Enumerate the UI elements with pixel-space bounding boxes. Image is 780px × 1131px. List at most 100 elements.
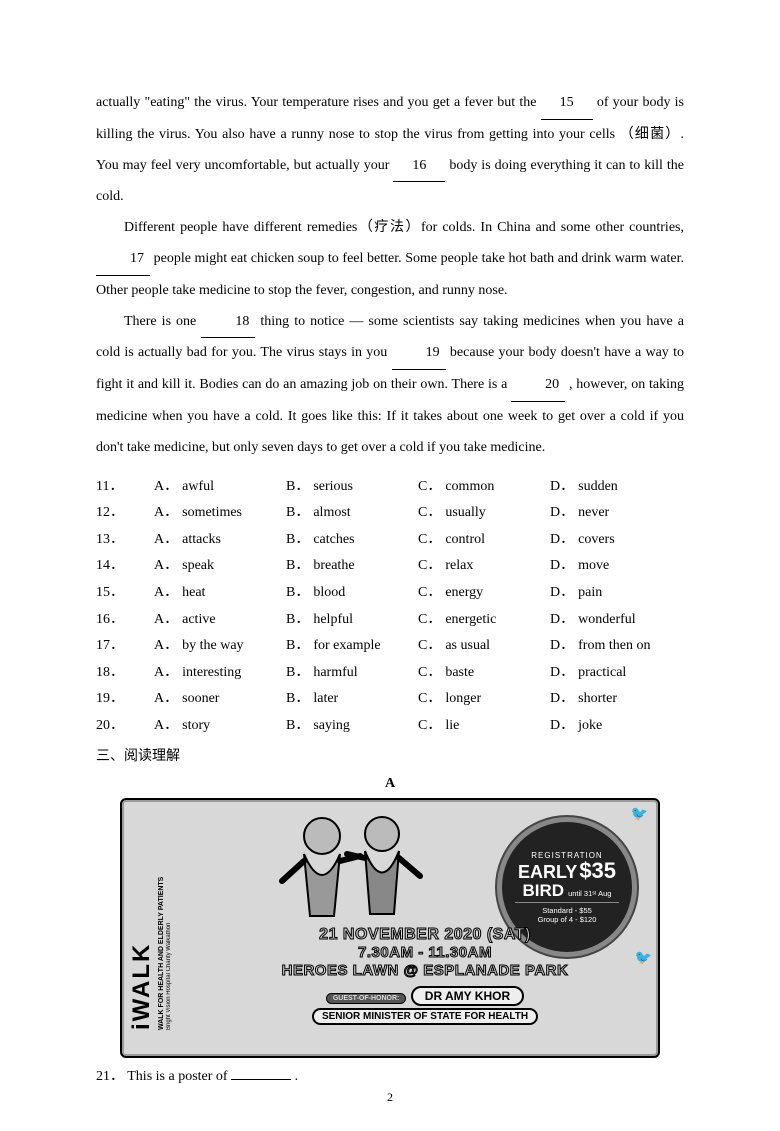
option-choice-c[interactable]: C．control: [418, 527, 550, 554]
option-text: as usual: [445, 638, 490, 653]
option-choice-a[interactable]: A．active: [154, 607, 286, 634]
option-text: active: [182, 612, 215, 627]
option-choice-d[interactable]: D．joke: [550, 713, 682, 740]
option-choice-c[interactable]: C． as usual: [418, 633, 550, 660]
blank-17[interactable]: 17: [96, 244, 150, 276]
option-choice-b[interactable]: B．breathe: [286, 553, 418, 580]
option-text: lie: [445, 718, 459, 733]
option-choice-a[interactable]: A．interesting: [154, 660, 286, 687]
option-row: 16．A．activeB．helpfulC．energeticD．wonderf…: [96, 607, 684, 634]
option-text: pain: [578, 585, 602, 600]
option-choice-b[interactable]: B．blood: [286, 580, 418, 607]
option-label: D．: [550, 718, 574, 733]
option-number: 16．: [96, 607, 154, 634]
q21-text: This is a poster of: [127, 1069, 231, 1084]
option-number: 11．: [96, 474, 154, 501]
option-choice-c[interactable]: C．energy: [418, 580, 550, 607]
section-3-heading: 三、阅读理解: [96, 744, 684, 771]
option-text: sooner: [182, 691, 219, 706]
option-text: relax: [445, 558, 473, 573]
option-choice-c[interactable]: C．longer: [418, 686, 550, 713]
option-text: story: [182, 718, 210, 733]
option-choice-b[interactable]: B．for example: [286, 633, 418, 660]
option-text: attacks: [182, 532, 221, 547]
option-label: D．: [550, 558, 574, 573]
option-choice-a[interactable]: A．heat: [154, 580, 286, 607]
section-a-label: A: [96, 776, 684, 792]
blank-16[interactable]: 16: [393, 151, 445, 183]
option-label: A．: [154, 718, 178, 733]
option-choice-c[interactable]: C．energetic: [418, 607, 550, 634]
option-choice-d[interactable]: D．move: [550, 553, 682, 580]
option-choice-a[interactable]: A． story: [154, 713, 286, 740]
option-choice-b[interactable]: B．helpful: [286, 607, 418, 634]
option-choice-b[interactable]: B．saying: [286, 713, 418, 740]
option-label: A．: [154, 585, 178, 600]
option-number: 13．: [96, 527, 154, 554]
option-text: serious: [313, 479, 353, 494]
option-text: speak: [182, 558, 214, 573]
option-choice-c[interactable]: C．common: [418, 474, 550, 501]
option-choice-d[interactable]: D．never: [550, 500, 682, 527]
q21-blank[interactable]: [231, 1079, 291, 1080]
option-choice-a[interactable]: A．awful: [154, 474, 286, 501]
option-choice-d[interactable]: D．covers: [550, 527, 682, 554]
option-choice-a[interactable]: A． attacks: [154, 527, 286, 554]
option-label: B．: [286, 532, 309, 547]
blank-18[interactable]: 18: [201, 307, 255, 339]
option-label: A．: [154, 505, 178, 520]
option-choice-a[interactable]: A．sometimes: [154, 500, 286, 527]
blank-19[interactable]: 19: [392, 338, 446, 370]
option-choice-d[interactable]: D．from then on: [550, 633, 682, 660]
option-choice-d[interactable]: D．sudden: [550, 474, 682, 501]
poster-illustration: [252, 806, 452, 936]
option-label: A．: [154, 532, 178, 547]
option-label: A．: [154, 665, 178, 680]
option-label: C．: [418, 638, 441, 653]
option-choice-d[interactable]: D．practical: [550, 660, 682, 687]
option-label: C．: [418, 558, 441, 573]
option-choice-c[interactable]: C．usually: [418, 500, 550, 527]
page-number: 2: [0, 1090, 780, 1105]
option-row: 17．A．by the wayB．for exampleC．as usualD．…: [96, 633, 684, 660]
option-label: B．: [286, 638, 309, 653]
option-text: practical: [578, 665, 626, 680]
option-choice-d[interactable]: D．wonderful: [550, 607, 682, 634]
blank-15[interactable]: 15: [541, 88, 593, 120]
option-choice-b[interactable]: B．serious: [286, 474, 418, 501]
option-label: A．: [154, 691, 178, 706]
option-text: breathe: [313, 558, 354, 573]
option-choice-a[interactable]: A．speak: [154, 553, 286, 580]
option-label: A．: [154, 638, 178, 653]
option-choice-a[interactable]: A．by the way: [154, 633, 286, 660]
option-label: C．: [418, 505, 441, 520]
option-choice-b[interactable]: B．later: [286, 686, 418, 713]
p1-text-a: actually "eating" the virus. Your temper…: [96, 95, 541, 110]
p3-text-a: There is one: [124, 314, 201, 329]
option-label: D．: [550, 585, 574, 600]
option-choice-c[interactable]: C．lie: [418, 713, 550, 740]
option-choice-c[interactable]: C．baste: [418, 660, 550, 687]
option-label: C．: [418, 585, 441, 600]
option-text: energetic: [445, 612, 496, 627]
option-row: 14．A．speakB．breatheC．relaxD．move: [96, 553, 684, 580]
q21-number: 21．: [96, 1069, 124, 1084]
option-text: common: [445, 479, 494, 494]
option-choice-b[interactable]: B．harmful: [286, 660, 418, 687]
option-text: saying: [313, 718, 350, 733]
page: actually "eating" the virus. Your temper…: [0, 0, 780, 1131]
blank-20[interactable]: 20: [511, 370, 565, 402]
poster-subtitle-2: Bright Vision Hospital Charity Walkathon: [166, 830, 172, 1030]
option-choice-d[interactable]: D．shorter: [550, 686, 682, 713]
option-choice-c[interactable]: C． relax: [418, 553, 550, 580]
option-label: D．: [550, 532, 574, 547]
option-choice-b[interactable]: B．catches: [286, 527, 418, 554]
option-choice-a[interactable]: A． sooner: [154, 686, 286, 713]
bird-icon: 🐦: [631, 806, 648, 823]
option-label: C．: [418, 691, 441, 706]
badge-standard: Standard - $55: [542, 906, 592, 915]
option-label: C．: [418, 532, 441, 547]
option-label: B．: [286, 691, 309, 706]
option-choice-b[interactable]: B．almost: [286, 500, 418, 527]
option-choice-d[interactable]: D． pain: [550, 580, 682, 607]
